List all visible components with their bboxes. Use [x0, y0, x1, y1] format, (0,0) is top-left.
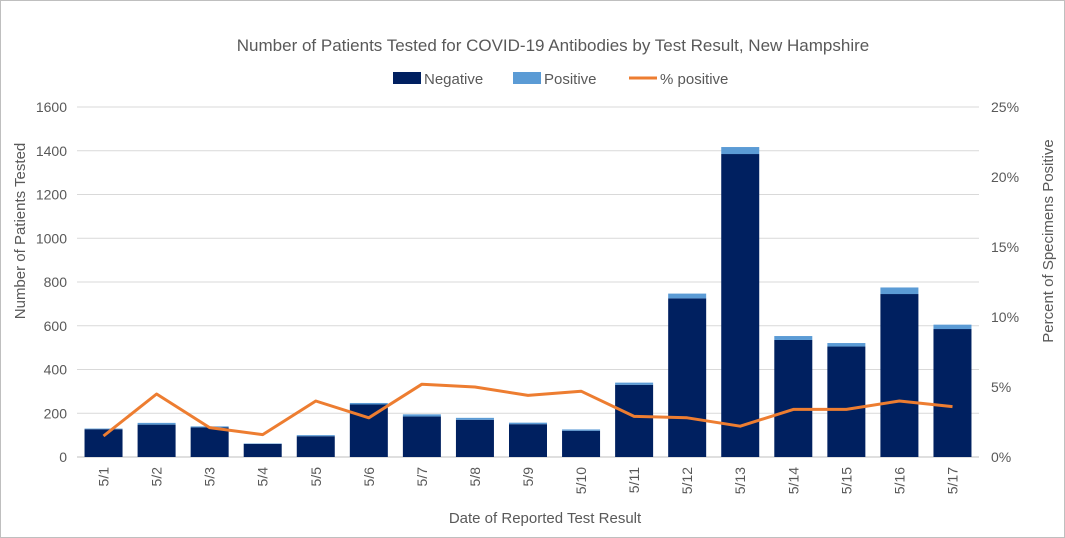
- x-tick-label: 5/17: [944, 467, 960, 494]
- x-tick-label: 5/13: [732, 467, 748, 494]
- bar-negative: [562, 430, 601, 457]
- legend-label: Negative: [424, 71, 483, 88]
- x-tick-label: 5/7: [414, 467, 430, 487]
- legend-item: Negative: [393, 71, 483, 88]
- x-tick-label: 5/1: [96, 467, 112, 487]
- bar-positive: [349, 402, 388, 405]
- y-tick-label: 1200: [36, 187, 67, 203]
- y2-tick-label: 10%: [991, 309, 1019, 325]
- bar-positive: [84, 428, 123, 430]
- bar-positive: [774, 336, 813, 340]
- bar-negative: [137, 424, 176, 457]
- bar-positive: [562, 429, 601, 431]
- x-axis-ticks: 5/1 5/2 5/3 5/4 5/5 5/6 5/7 5/8 5/9 5/10 5/11 5/12 5…: [96, 467, 961, 494]
- x-tick-label: 5/12: [679, 467, 695, 494]
- y-tick-label: 0: [59, 449, 67, 465]
- x-tick-label: 5/10: [573, 467, 589, 494]
- bar-positive: [455, 417, 494, 420]
- y2-tick-label: 5%: [991, 379, 1011, 395]
- y2-tick-label: 20%: [991, 169, 1019, 185]
- bar-negative: [827, 346, 866, 457]
- percent-line: [102, 382, 953, 438]
- bar-positive: [880, 287, 919, 295]
- bar-positive: [402, 414, 441, 417]
- legend-label: % positive: [660, 71, 728, 88]
- legend-label: Positive: [544, 71, 597, 88]
- y2-tick-label: 15%: [991, 239, 1019, 255]
- bar-negative: [190, 427, 229, 457]
- legend-swatch: [513, 72, 541, 84]
- x-axis-label: Date of Reported Test Result: [449, 510, 642, 527]
- y-axis-label: Number of Patients Tested: [12, 143, 29, 319]
- bar-positive: [296, 435, 335, 437]
- bar-negative: [243, 443, 282, 457]
- y-tick-label: 1600: [36, 99, 67, 115]
- x-tick-label: 5/14: [785, 467, 801, 494]
- legend-swatch: [393, 72, 421, 84]
- bar-positive: [933, 324, 972, 330]
- y-axis-ticks: 0 200 400 600 800 1000 1200 1400 1600: [36, 99, 67, 465]
- bar-negative: [455, 419, 494, 457]
- bar-negative: [402, 416, 441, 457]
- bar-negative: [296, 436, 335, 457]
- bar-negative: [509, 424, 547, 457]
- y2-axis-ticks: 0% 5% 10% 15% 20% 25%: [991, 99, 1019, 465]
- bar-negative: [774, 339, 813, 457]
- y2-tick-label: 25%: [991, 99, 1019, 115]
- x-tick-label: 5/2: [149, 467, 165, 487]
- x-tick-label: 5/8: [467, 467, 483, 487]
- y-tick-label: 1400: [36, 143, 67, 159]
- legend: Negative Positive % positive: [393, 71, 728, 88]
- bar-negative: [933, 329, 972, 457]
- bar-positive: [137, 422, 176, 425]
- y-tick-label: 800: [44, 274, 68, 290]
- bar-negative: [615, 384, 654, 457]
- chart-title: Number of Patients Tested for COVID-19 A…: [237, 36, 869, 55]
- bar-positive: [721, 147, 760, 155]
- y-tick-label: 1000: [36, 230, 67, 246]
- x-tick-label: 5/6: [361, 467, 377, 487]
- bar-positive: [615, 382, 654, 385]
- y2-tick-label: 0%: [991, 449, 1011, 465]
- bar-negative: [721, 154, 760, 457]
- y2-axis-label: Percent of Specimens Positive: [1040, 139, 1057, 342]
- x-tick-label: 5/4: [255, 467, 271, 487]
- bar-negative: [84, 429, 123, 457]
- bar-positive: [668, 293, 707, 299]
- x-tick-label: 5/9: [520, 467, 536, 487]
- y-tick-label: 600: [44, 318, 68, 334]
- bar-positive: [509, 422, 547, 425]
- bar-positive: [827, 343, 866, 347]
- y-tick-label: 400: [44, 362, 68, 378]
- x-tick-label: 5/5: [308, 467, 324, 487]
- x-tick-label: 5/3: [202, 467, 218, 487]
- x-tick-label: 5/15: [838, 467, 854, 494]
- x-tick-label: 5/11: [626, 467, 642, 493]
- bars: [84, 147, 972, 457]
- bar-negative: [668, 298, 707, 457]
- x-tick-label: 5/16: [891, 467, 907, 494]
- legend-item: % positive: [629, 71, 728, 88]
- legend-item: Positive: [513, 71, 597, 88]
- y-tick-label: 200: [44, 405, 68, 421]
- bar-negative: [880, 294, 919, 457]
